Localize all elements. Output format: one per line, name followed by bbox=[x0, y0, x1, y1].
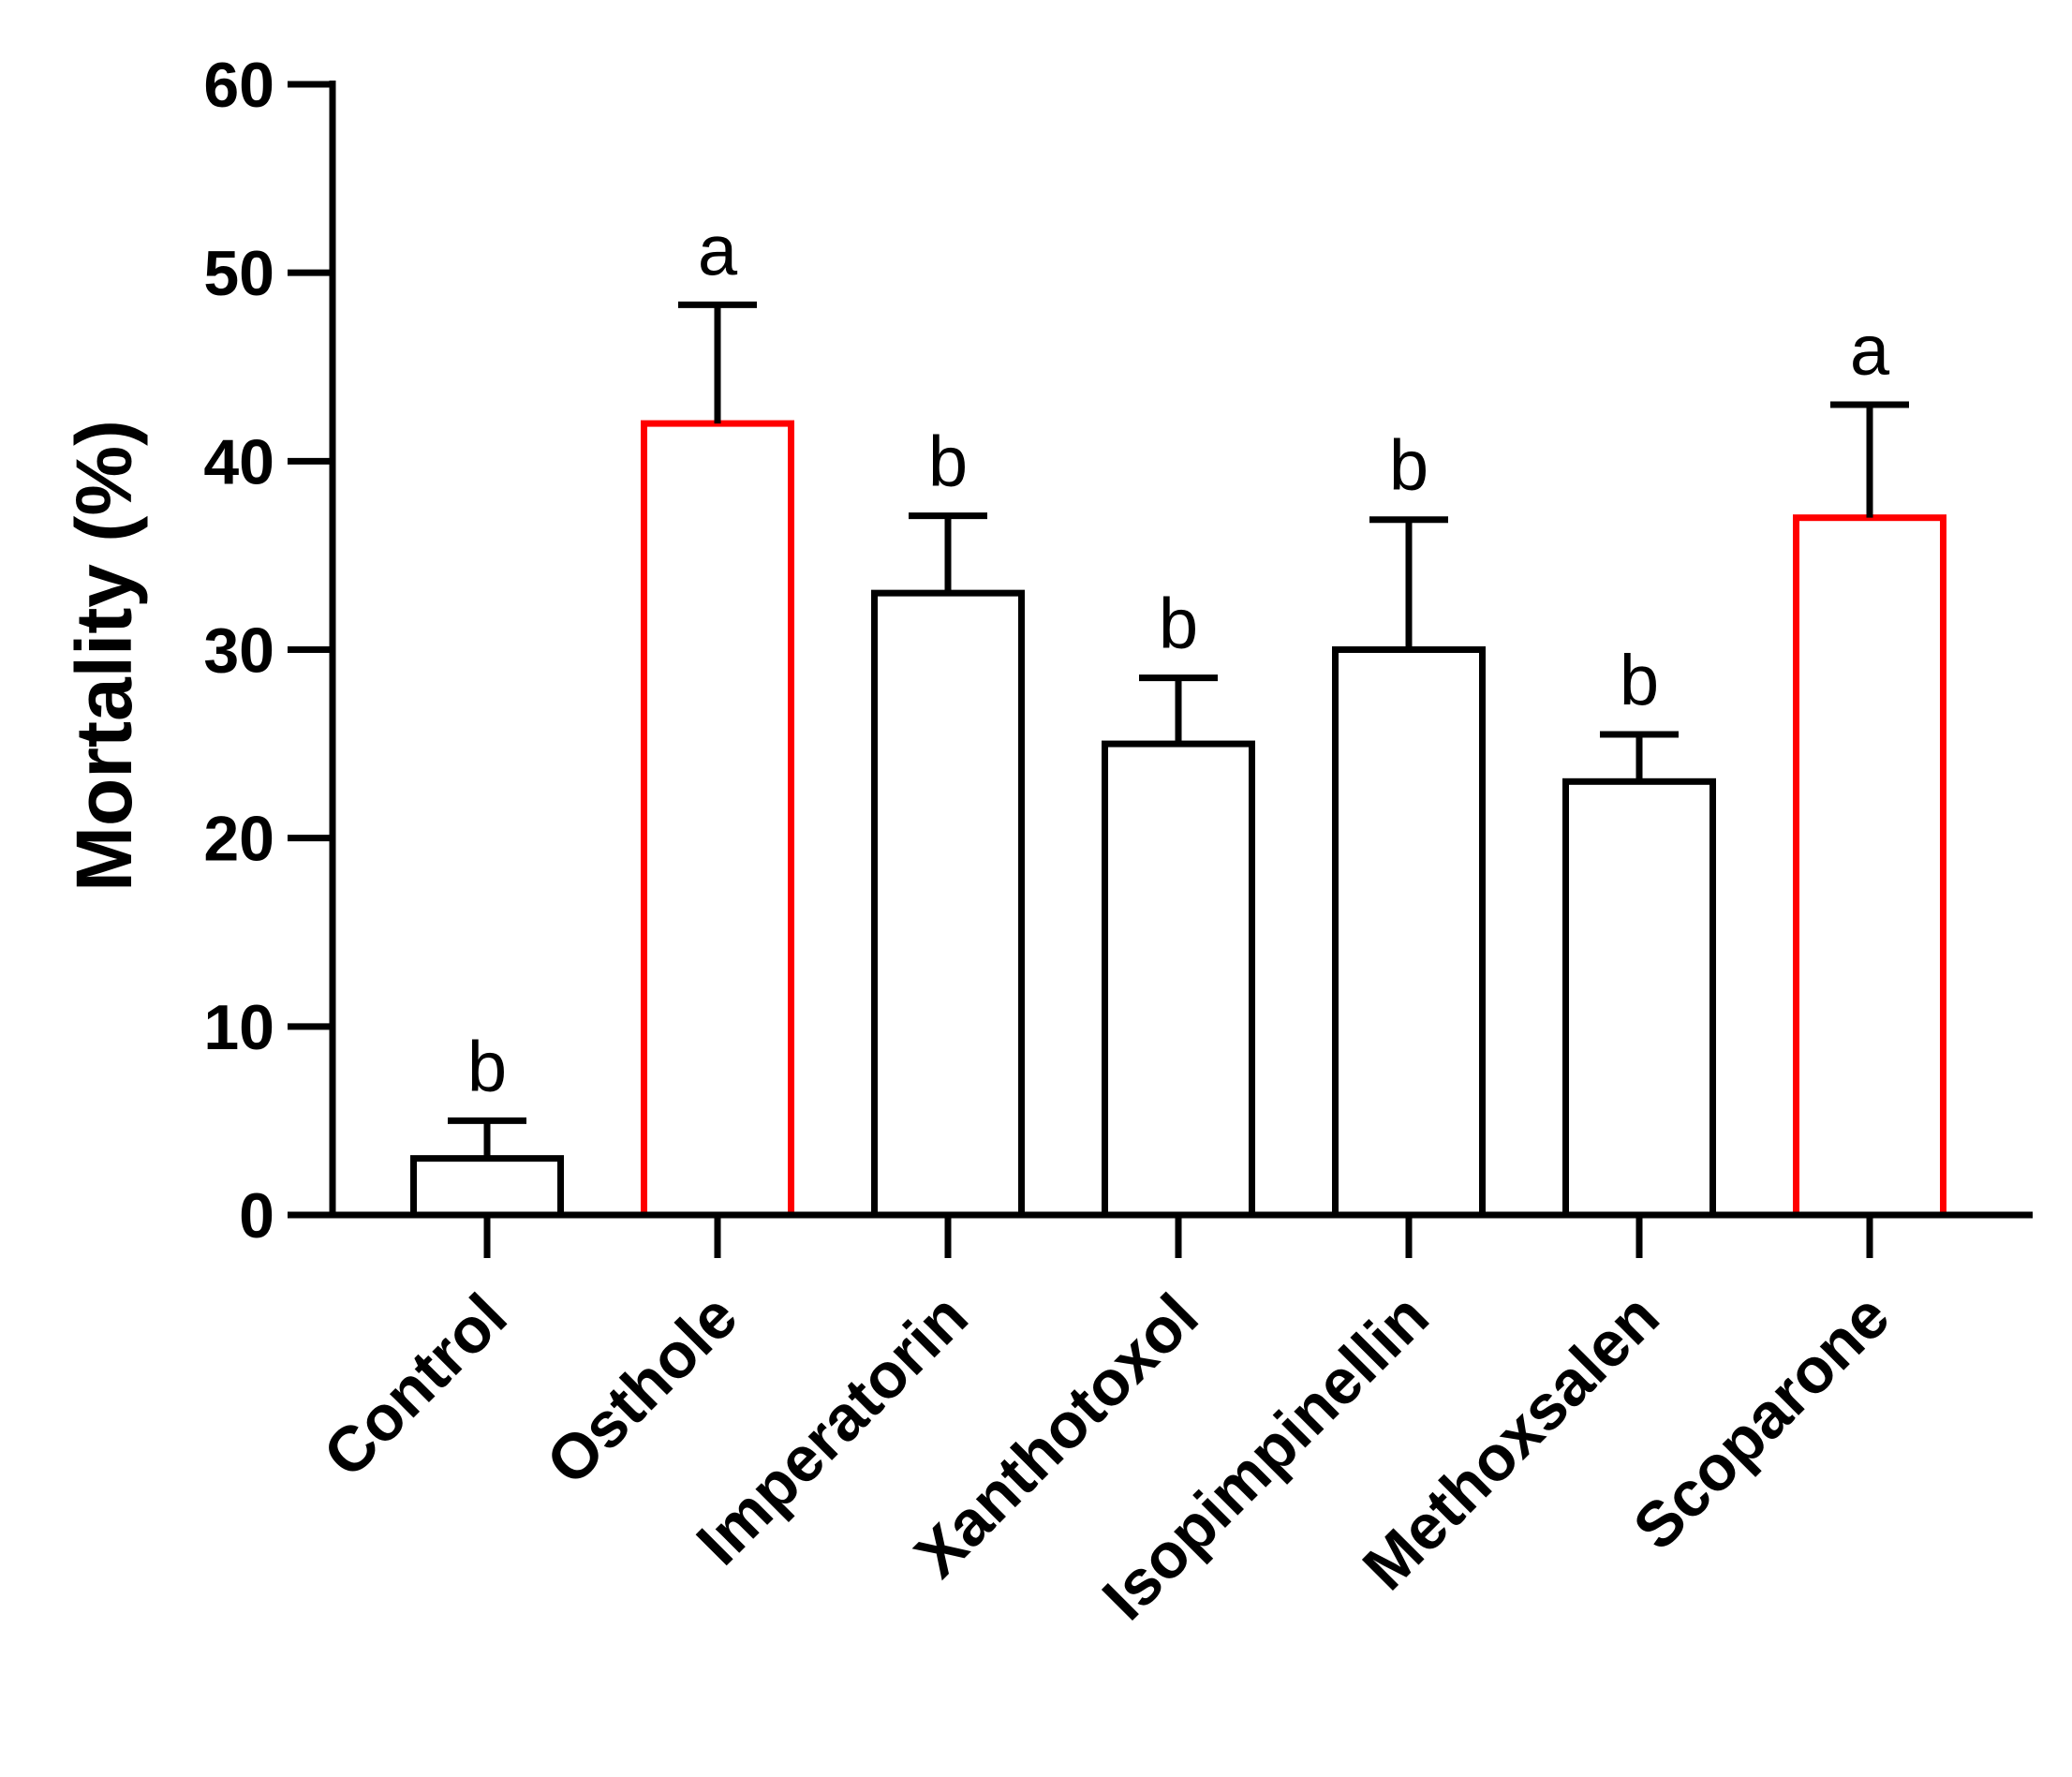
bar-scoparone bbox=[1793, 514, 1946, 1219]
x-tick-label: Osthole bbox=[533, 1281, 751, 1499]
significance-letter: b bbox=[1159, 585, 1198, 664]
axes-layer: 0 10 20 30 40 50 60 bbox=[203, 50, 2033, 1258]
y-tick-label: 30 bbox=[203, 615, 274, 687]
bar-isopimpinellin bbox=[1332, 646, 1486, 1219]
x-tick-labels-layer: Control OstholeImperatorinXanthotoxolIsop… bbox=[310, 1281, 1903, 1634]
significance-letter: b bbox=[1620, 641, 1659, 720]
significance-letter: b bbox=[1389, 426, 1428, 506]
y-tick-label: 50 bbox=[203, 238, 274, 309]
bars-layer bbox=[410, 420, 1946, 1219]
significance-letter: b bbox=[467, 1027, 507, 1106]
y-tick-label: 40 bbox=[203, 426, 274, 497]
error-bars-layer bbox=[448, 301, 1909, 1159]
bar-methoxsalen bbox=[1562, 777, 1716, 1219]
significance-letters-layer: b a b b b b a bbox=[467, 211, 1890, 1106]
bar-xanthotoxol bbox=[1102, 740, 1255, 1219]
significance-letter: a bbox=[1850, 311, 1890, 391]
x-tick-label: Control bbox=[310, 1281, 521, 1491]
y-tick-label: 20 bbox=[203, 804, 274, 875]
bar-osthole bbox=[641, 420, 794, 1219]
y-tick-label: 10 bbox=[203, 992, 274, 1063]
y-tick-label: 60 bbox=[203, 50, 274, 121]
significance-letter: a bbox=[698, 211, 738, 290]
significance-letter: b bbox=[928, 422, 968, 502]
y-axis-title: Mortality (%) bbox=[60, 420, 148, 892]
y-tick-label: 0 bbox=[239, 1180, 274, 1251]
bar-imperatorin bbox=[871, 589, 1025, 1219]
bar-control bbox=[410, 1155, 564, 1219]
